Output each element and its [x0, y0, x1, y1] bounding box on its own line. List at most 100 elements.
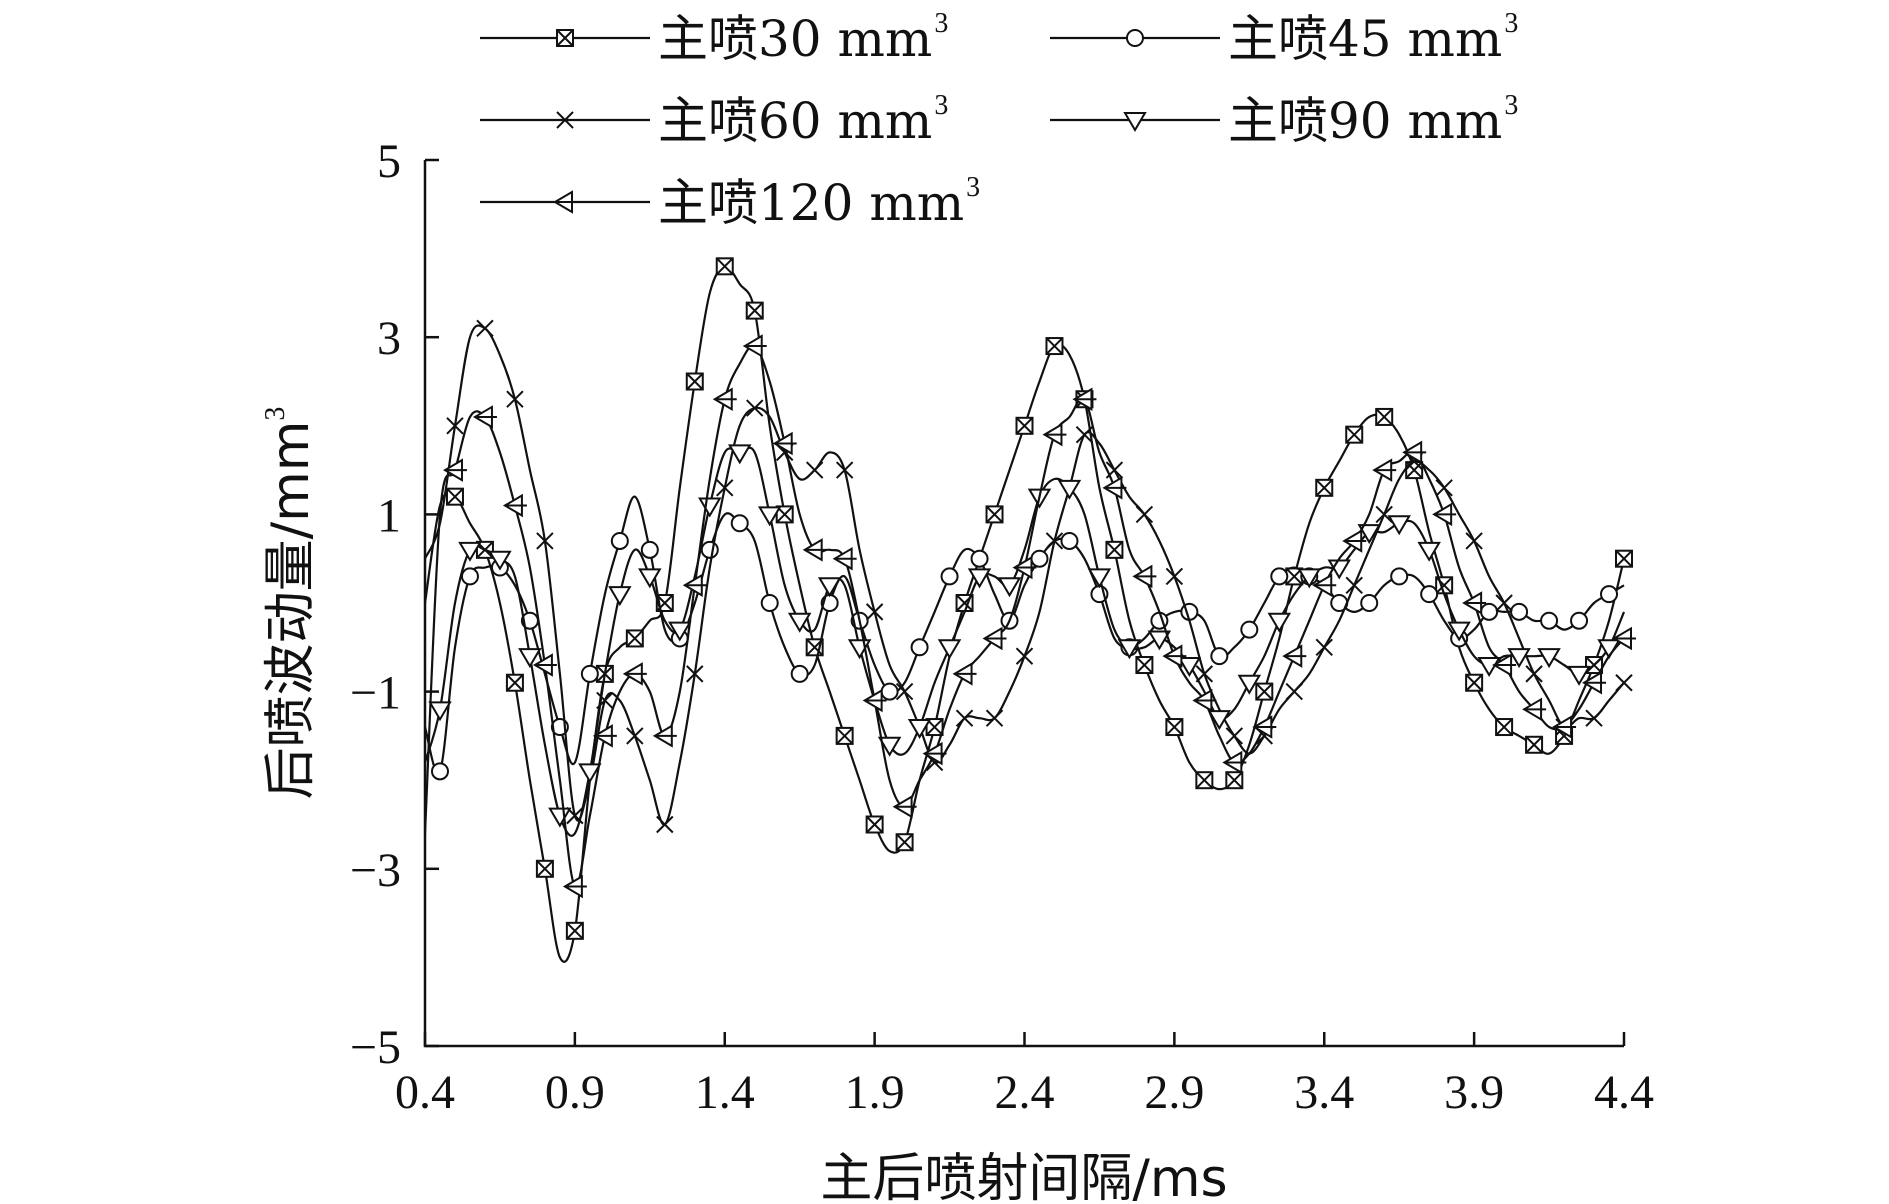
- series-0-point-16: [655, 594, 674, 612]
- legend-label-sup-2: 3: [934, 90, 948, 121]
- series-0-point-56: [1255, 682, 1274, 701]
- series-3-point-11: [578, 763, 602, 784]
- series-0-point-28: [835, 726, 854, 745]
- series-4-point-66: [1402, 440, 1427, 465]
- series-4-point-2: [443, 458, 467, 482]
- series-1-point-15: [640, 540, 659, 559]
- series-4-point-14: [622, 662, 647, 686]
- x-tick-label-1: 0.9: [545, 1066, 605, 1119]
- series-1-point-43: [1060, 531, 1079, 550]
- series-0-point-80: [1615, 549, 1633, 568]
- series-3-point-23: [757, 506, 782, 527]
- legend-label-sup-4: 3: [966, 172, 980, 203]
- series-1-point-73: [1510, 602, 1529, 621]
- series-4-point-6: [502, 493, 527, 518]
- series-line-0: [423, 265, 1626, 963]
- series-0-point-52: [1195, 771, 1214, 790]
- series-0-point-20: [715, 257, 734, 276]
- series-2-point-16: [656, 815, 674, 834]
- series-4-point-34: [922, 741, 947, 766]
- series-2-point-42: [1045, 532, 1064, 550]
- series-0-point-74: [1525, 735, 1544, 754]
- series-4-point-68: [1432, 502, 1457, 527]
- series-4-point-4: [472, 405, 497, 429]
- y-tick-label-4: −3: [350, 844, 401, 897]
- series-1-point-63: [1360, 594, 1379, 612]
- series-1-point-31: [880, 682, 899, 701]
- series-2-point-38: [985, 709, 1004, 727]
- legend-label-sup-1: 3: [1504, 8, 1518, 39]
- series-2-point-52: [1195, 665, 1214, 683]
- series-0-point-54: [1225, 771, 1244, 790]
- x-tick-label-7: 3.9: [1444, 1066, 1504, 1119]
- series-4-point-60: [1312, 573, 1337, 598]
- series-3: [423, 444, 1626, 837]
- series-4: [423, 334, 1636, 899]
- legend-marker-0: [556, 29, 574, 47]
- series-2-point-58: [1285, 682, 1303, 701]
- series-4-point-78: [1582, 670, 1607, 695]
- legend-marker-3: [1123, 112, 1147, 132]
- series-2-point-2: [446, 417, 464, 435]
- series-1-point-55: [1240, 620, 1259, 639]
- legend-label-0: 主喷30 mm: [658, 10, 932, 68]
- series-3-point-37: [967, 568, 992, 589]
- y-tick-label-2: 1: [377, 489, 401, 542]
- series-1-point-53: [1210, 647, 1229, 666]
- legend-entry-4: 主喷120 mm 3: [480, 172, 980, 232]
- series-1-point-37: [970, 549, 989, 568]
- series-4-point-76: [1552, 715, 1577, 739]
- series-3-point-33: [907, 719, 932, 740]
- series-1-point-57: [1270, 567, 1289, 586]
- series-3-point-3: [458, 541, 482, 562]
- series-4-point-18: [682, 573, 707, 598]
- series-2-point-20: [716, 479, 734, 497]
- legend-label-sup-3: 3: [1504, 90, 1518, 121]
- y-axis-title-text: 后喷波动量/mm: [261, 421, 321, 800]
- series-4-point-22: [742, 334, 767, 358]
- series-1-point-71: [1480, 602, 1499, 621]
- series-3-point-63: [1357, 524, 1381, 545]
- series-1-point-3: [460, 567, 479, 586]
- series-2-point-8: [536, 532, 554, 550]
- series-3-point-69: [1447, 621, 1471, 642]
- series-0-point-42: [1045, 337, 1064, 356]
- series-4-point-42: [1042, 422, 1067, 447]
- series-0-point-46: [1105, 540, 1124, 559]
- series-0-point-2: [445, 487, 464, 506]
- series-3-point-77: [1567, 665, 1591, 686]
- series-3-point-51: [1177, 657, 1202, 677]
- legend-entry-2: 主喷60 mm 3: [480, 90, 948, 150]
- series-4-point-30: [862, 688, 887, 713]
- series-4-point-64: [1372, 458, 1397, 482]
- series-2-point-64: [1375, 505, 1393, 524]
- y-tick-label-5: −5: [350, 1021, 401, 1074]
- plot-area: 5 3 1 −1 −3 −5 0.4 0.9 1.4 1.9 2.4 2.9 3.4 3.9 4.4: [350, 135, 1654, 1119]
- series-0-point-18: [685, 372, 704, 391]
- series-3-point-15: [638, 568, 662, 589]
- series-4-point-48: [1132, 564, 1157, 589]
- legend-entry-0: 主喷30 mm 3: [480, 8, 948, 68]
- series-1-point-21: [730, 514, 749, 533]
- series-0-point-8: [535, 859, 554, 878]
- series-3-point-7: [518, 648, 542, 669]
- series-1-point-75: [1540, 611, 1559, 630]
- series-1-point-19: [700, 540, 719, 559]
- series-1-point-41: [1030, 549, 1049, 568]
- series-4-point-58: [1282, 644, 1307, 668]
- series-0-point-6: [505, 673, 524, 692]
- series-0-point-10: [565, 921, 584, 940]
- series-0-point-30: [865, 815, 884, 834]
- y-tick-label-1: 3: [377, 312, 401, 365]
- legend-label-2: 主喷60 mm: [658, 92, 932, 150]
- series-4-point-12: [592, 724, 617, 748]
- series-3-point-17: [668, 621, 692, 642]
- series-2-point-18: [686, 665, 704, 683]
- series-line-2: [423, 324, 1625, 826]
- series-0-point-64: [1375, 407, 1394, 426]
- legend-entry-3: 主喷90 mm 3: [1050, 90, 1518, 150]
- x-tick-label-5: 2.9: [1144, 1066, 1204, 1119]
- series-3-point-5: [488, 550, 512, 571]
- series-4-point-56: [1252, 715, 1277, 739]
